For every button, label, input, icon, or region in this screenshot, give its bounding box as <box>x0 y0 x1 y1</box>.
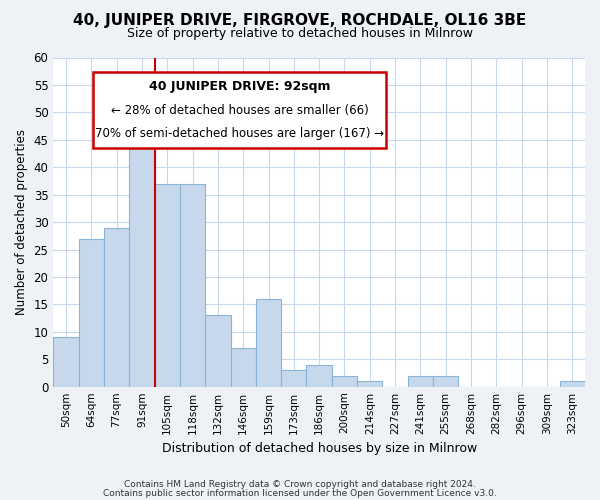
Text: 40, JUNIPER DRIVE, FIRGROVE, ROCHDALE, OL16 3BE: 40, JUNIPER DRIVE, FIRGROVE, ROCHDALE, O… <box>73 12 527 28</box>
Bar <box>307 364 332 386</box>
Bar <box>180 184 205 386</box>
Text: 70% of semi-detached houses are larger (167) →: 70% of semi-detached houses are larger (… <box>95 127 384 140</box>
Bar <box>53 338 79 386</box>
Bar <box>230 348 256 387</box>
Bar <box>79 238 104 386</box>
Bar <box>205 316 230 386</box>
Bar <box>155 184 180 386</box>
X-axis label: Distribution of detached houses by size in Milnrow: Distribution of detached houses by size … <box>161 442 477 455</box>
Bar <box>256 299 281 386</box>
Bar <box>433 376 458 386</box>
Bar <box>104 228 129 386</box>
Text: Size of property relative to detached houses in Milnrow: Size of property relative to detached ho… <box>127 28 473 40</box>
Text: Contains public sector information licensed under the Open Government Licence v3: Contains public sector information licen… <box>103 488 497 498</box>
Bar <box>408 376 433 386</box>
Bar <box>129 124 155 386</box>
Bar <box>281 370 307 386</box>
Text: Contains HM Land Registry data © Crown copyright and database right 2024.: Contains HM Land Registry data © Crown c… <box>124 480 476 489</box>
Y-axis label: Number of detached properties: Number of detached properties <box>15 129 28 315</box>
Bar <box>332 376 357 386</box>
Bar <box>357 381 382 386</box>
Text: 40 JUNIPER DRIVE: 92sqm: 40 JUNIPER DRIVE: 92sqm <box>149 80 330 94</box>
FancyBboxPatch shape <box>93 72 386 148</box>
Bar <box>560 381 585 386</box>
Text: ← 28% of detached houses are smaller (66): ← 28% of detached houses are smaller (66… <box>110 104 368 117</box>
